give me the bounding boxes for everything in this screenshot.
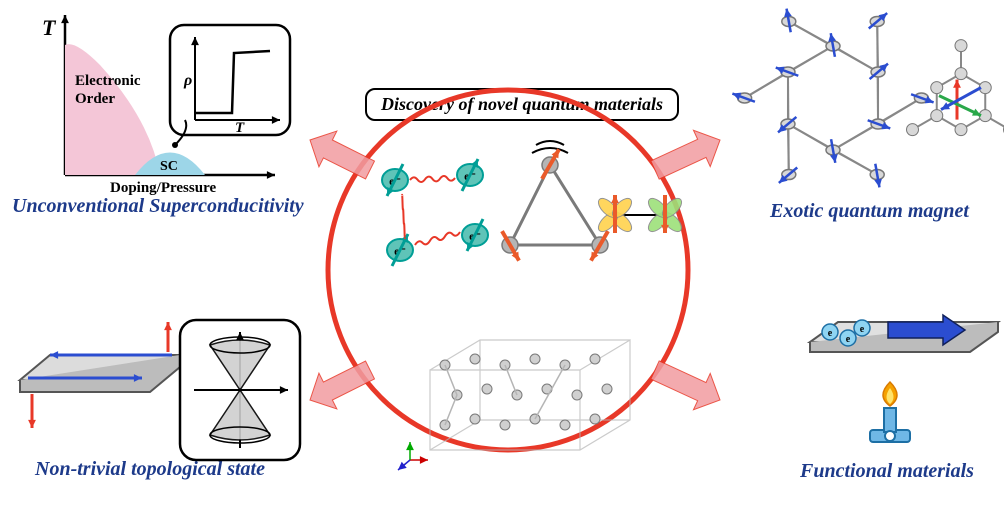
diagram-svg: TDoping/PressureElectronicOrderSCρTe⁻e⁻e… [0, 0, 1004, 507]
svg-text:e: e [828, 328, 833, 339]
svg-text:Electronic: Electronic [75, 73, 141, 89]
svg-text:Order: Order [75, 91, 115, 107]
svg-text:e: e [860, 324, 865, 335]
svg-text:e: e [846, 334, 851, 345]
svg-text:SC: SC [160, 159, 178, 174]
svg-text:T: T [235, 120, 245, 136]
svg-text:Doping/Pressure: Doping/Pressure [110, 180, 216, 196]
stage: Discovery of novel quantum materials Unc… [0, 0, 1004, 507]
svg-text:ρ: ρ [183, 72, 192, 89]
svg-text:T: T [42, 15, 57, 40]
